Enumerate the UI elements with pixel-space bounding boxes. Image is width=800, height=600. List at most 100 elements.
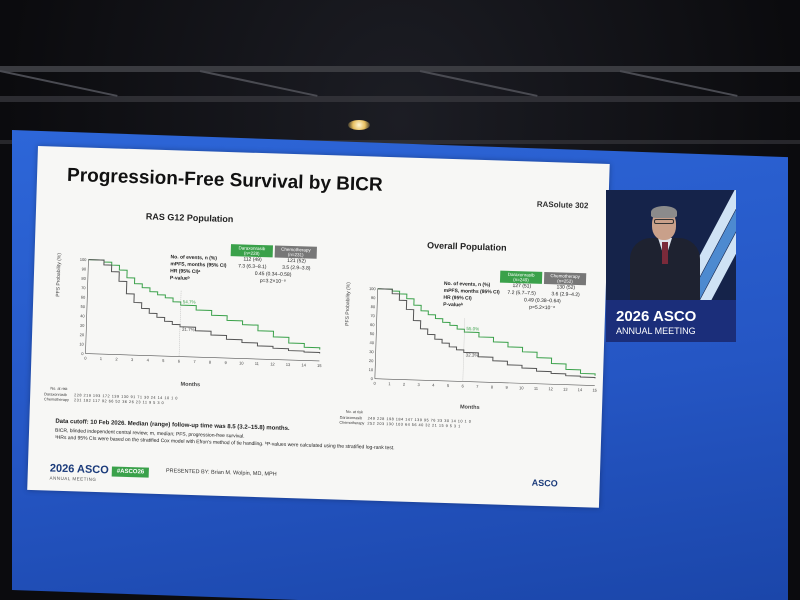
x-tick-label: 10: [519, 385, 524, 390]
asco-society-logo: ASCO: [531, 477, 558, 489]
y-tick-label: 60: [370, 322, 375, 327]
x-tick-label: 2: [115, 357, 118, 362]
left-panel-title: RAS G12 Population: [145, 211, 234, 225]
y-tick-label: 0: [81, 351, 84, 356]
ceiling-truss: [0, 66, 800, 72]
y-tick-label: 40: [369, 340, 374, 345]
left-row-label: HR (95% CI)ᵃ: [170, 268, 201, 276]
x-tick-label: 7: [193, 359, 196, 364]
right-panel-title: Overall Population: [426, 240, 507, 253]
x-tick-label: 14: [578, 387, 583, 392]
y-axis-line: [374, 288, 378, 379]
left-row-value: 121 (52): [287, 257, 306, 265]
left-row-value: 7.3 (6.3–8.1): [238, 263, 267, 271]
asco-logo: 2026 ASCO: [49, 462, 109, 477]
y-tick-label: 80: [371, 304, 376, 309]
left-row-value: 3.5 (2.9–3.8): [282, 264, 311, 272]
left-x-axis-label: Months: [180, 381, 201, 389]
km-annotation-label: 55.0%: [466, 326, 479, 331]
x-tick-label: 0: [84, 356, 87, 361]
truss-brace: [0, 70, 118, 97]
y-tick-label: 20: [369, 358, 374, 363]
y-tick-label: 10: [369, 367, 374, 372]
right-row-value: 130 (52): [556, 284, 576, 291]
x-tick-label: 15: [592, 388, 597, 393]
km-curve-daraxonrasib: [377, 288, 596, 376]
y-tick-label: 70: [370, 313, 375, 318]
x-tick-label: 8: [491, 384, 494, 389]
right-risk-name: Chemotherapy: [339, 420, 365, 426]
speaker-tie: [662, 242, 668, 264]
x-tick-label: 4: [147, 358, 150, 363]
x-tick-label: 12: [270, 361, 275, 366]
x-tick-label: 10: [239, 360, 244, 365]
x-axis-line: [85, 353, 320, 362]
km-annotation-label: 32.3%: [466, 352, 479, 357]
y-tick-label: 60: [81, 295, 86, 300]
x-tick-label: 13: [286, 362, 291, 367]
y-tick-label: 40: [80, 313, 85, 318]
ceiling-truss: [0, 140, 800, 144]
right-y-axis-label: PFS Probability (%): [344, 282, 352, 326]
left-risk-name: Daraxonrasib: [44, 392, 67, 398]
six-month-marker: [462, 318, 465, 382]
km-annotation-label: 54.7%: [183, 299, 196, 304]
x-tick-label: 13: [563, 387, 568, 392]
y-tick-label: 20: [80, 332, 85, 337]
left-row-value: 112 (49): [243, 256, 262, 264]
x-tick-label: 5: [447, 383, 450, 388]
left-risk-name: Chemotherapy: [43, 397, 70, 403]
y-tick-label: 90: [371, 295, 376, 300]
x-tick-label: 5: [162, 358, 165, 363]
right-row-value: 3.6 (2.9–4.2): [551, 291, 580, 299]
right-row-label: HR (95% CI): [443, 294, 472, 302]
x-tick-label: 6: [178, 358, 181, 363]
speaker-glasses: [654, 219, 674, 224]
y-tick-label: 80: [81, 276, 86, 281]
y-tick-label: 100: [369, 286, 377, 291]
ceiling-truss: [0, 96, 800, 102]
km-annotation-label: 31.7%: [182, 327, 195, 332]
km-curve-chemotherapy: [88, 259, 321, 354]
left-risk-header: No. at risk: [50, 386, 68, 392]
speaker-hair: [651, 206, 677, 218]
km-curve-daraxonrasib: [88, 259, 321, 350]
x-tick-label: 4: [432, 383, 435, 388]
x-tick-label: 6: [461, 383, 464, 388]
x-axis-line: [374, 378, 595, 386]
x-tick-label: 7: [476, 384, 479, 389]
y-tick-label: 30: [80, 323, 85, 328]
x-tick-label: 9: [224, 360, 227, 365]
right-row-label: P-valueᵇ: [443, 301, 464, 309]
six-month-marker: [178, 290, 182, 357]
x-tick-label: 14: [301, 362, 306, 367]
right-row-value: 127 (51): [512, 282, 532, 290]
left-y-axis-label: PFS Probability (%): [55, 253, 63, 297]
km-curve-chemotherapy: [377, 288, 596, 379]
y-tick-label: 100: [80, 257, 88, 262]
y-tick-label: 70: [81, 285, 86, 290]
x-tick-label: 2: [403, 382, 406, 387]
truss-brace: [419, 70, 538, 97]
truss-brace: [199, 70, 318, 97]
right-risk-name: Daraxonrasib: [339, 415, 363, 421]
asco-logo-subtitle: ANNUAL MEETING: [49, 475, 97, 482]
slide-title: Progression-Free Survival by BICR: [66, 164, 383, 196]
x-tick-label: 3: [417, 382, 420, 387]
y-tick-label: 50: [370, 331, 375, 336]
x-tick-label: 9: [505, 385, 508, 390]
x-tick-label: 11: [255, 361, 260, 366]
banner-subtitle: ANNUAL MEETING: [616, 326, 696, 336]
x-tick-label: 1: [388, 381, 391, 386]
banner-title: 2026 ASCO: [616, 308, 697, 325]
y-tick-label: 30: [369, 349, 374, 354]
trial-brand: RASolute 302: [536, 199, 589, 211]
hashtag-badge: #ASCO26: [111, 466, 150, 478]
y-tick-label: 10: [79, 341, 84, 346]
x-tick-label: 12: [548, 386, 553, 391]
y-tick-label: 90: [82, 266, 87, 271]
right-row-value: 7.2 (5.7–7.5): [507, 289, 536, 297]
